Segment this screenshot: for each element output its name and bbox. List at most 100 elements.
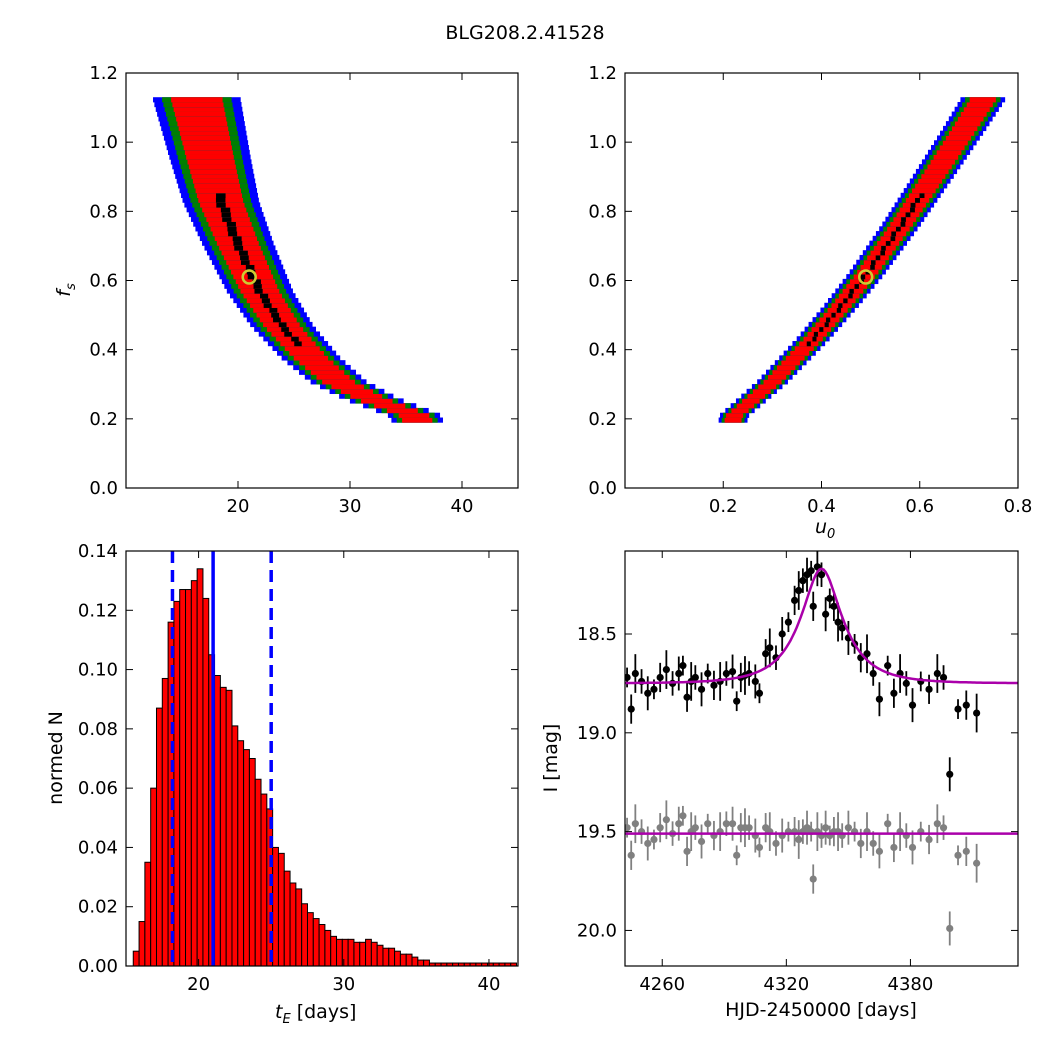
panel2-cell xyxy=(790,350,810,356)
panel2-cell xyxy=(900,221,906,227)
panel1-ytick-label: 0.0 xyxy=(89,478,118,499)
panel2-cell xyxy=(831,312,836,318)
residual-point xyxy=(745,824,753,832)
panel3-xlabel: tE [days] xyxy=(275,1001,356,1027)
data-point xyxy=(822,610,830,618)
histogram-bar xyxy=(190,580,198,967)
residual-point xyxy=(933,820,941,828)
panel2-best-fit-marker xyxy=(857,269,874,285)
data-point xyxy=(675,669,683,678)
residual-point xyxy=(679,812,687,820)
histogram-bar xyxy=(185,589,192,967)
panel2-cell xyxy=(812,336,817,342)
data-point xyxy=(838,624,846,632)
panel1-cell xyxy=(261,297,270,304)
data-point xyxy=(807,567,815,575)
data-point xyxy=(791,596,799,605)
residual-point xyxy=(733,851,741,859)
residual-point xyxy=(875,847,884,855)
panel1-cell xyxy=(191,173,238,179)
figure-title: BLG208.2.41528 xyxy=(445,22,605,44)
histogram-bar xyxy=(347,938,355,967)
data-point xyxy=(762,650,770,658)
data-point xyxy=(826,594,834,603)
panel1-cell xyxy=(227,226,237,232)
panel2-cell xyxy=(870,264,875,270)
panel1-cell xyxy=(215,197,226,203)
panel4-ylabel: I [mag] xyxy=(540,724,562,793)
data-point xyxy=(817,571,826,579)
histogram-bar xyxy=(214,675,221,967)
panel2-cell xyxy=(895,226,901,232)
histogram-bar xyxy=(161,677,169,967)
panel2-cell xyxy=(930,159,955,165)
panel1-cell xyxy=(184,149,233,155)
panel2-cell xyxy=(742,398,760,404)
panel2-cell xyxy=(948,130,975,136)
histogram-bar xyxy=(306,912,314,967)
panel2-cell xyxy=(747,393,766,399)
panel3-ytick-label: 0.10 xyxy=(78,660,118,681)
panel1-cell xyxy=(176,116,227,122)
panel1-cell xyxy=(284,331,292,337)
panel2-cell xyxy=(772,369,791,375)
panel2-cell xyxy=(912,188,936,194)
histogram-bar xyxy=(225,689,233,967)
panel4-ytick-label: 19.0 xyxy=(577,723,617,744)
panel4-xtick-label: 4380 xyxy=(888,974,934,995)
panel1-cell xyxy=(178,125,229,132)
data-point xyxy=(697,685,706,693)
data-point xyxy=(722,669,730,678)
data-point xyxy=(704,669,712,678)
panel1-cell xyxy=(254,288,263,294)
residual-point xyxy=(625,824,631,832)
panel2-xtick-label: 0.4 xyxy=(807,496,836,517)
panel1-cell xyxy=(174,111,226,117)
panel3-ytick-label: 0.04 xyxy=(78,837,118,858)
panel2-cell xyxy=(726,412,744,418)
data-point xyxy=(644,689,652,697)
data-point xyxy=(902,679,910,688)
panel2-cell xyxy=(963,106,990,112)
panel2-cell xyxy=(849,288,854,294)
panel2-cell xyxy=(880,250,886,256)
panel1-ytick-label: 0.4 xyxy=(89,340,118,361)
data-point xyxy=(784,618,793,626)
residual-point xyxy=(722,820,730,828)
data-point xyxy=(691,673,699,682)
histogram-bar xyxy=(196,568,204,967)
residual-point xyxy=(890,843,898,852)
residual-point xyxy=(962,847,970,855)
panel3-ylabel: normed N xyxy=(45,711,67,805)
data-point xyxy=(869,669,877,678)
panel1-xtick-label: 40 xyxy=(451,496,474,517)
panel2-cell xyxy=(838,302,843,308)
panel2-cell xyxy=(776,364,796,371)
panel2-xtick-label: 0.2 xyxy=(709,496,738,517)
panel2-ytick-label: 0.6 xyxy=(588,271,617,292)
data-point xyxy=(954,705,962,713)
panel2-cell xyxy=(736,403,755,409)
panel2-cell xyxy=(966,101,993,108)
panel2-cell xyxy=(919,192,925,199)
panel1-cell xyxy=(299,360,334,366)
panel1-cell xyxy=(340,388,374,395)
panel2-cell xyxy=(881,245,886,251)
panel2-cell xyxy=(927,164,952,170)
panel1-ytick-label: 0.2 xyxy=(89,409,118,430)
residual-point xyxy=(869,839,877,848)
histogram-bar xyxy=(324,929,332,967)
panel2-cell xyxy=(945,135,971,141)
panel1-cell xyxy=(220,207,231,213)
residual-point xyxy=(809,875,817,883)
panel2-cell xyxy=(969,97,996,103)
panel2-cell xyxy=(758,384,777,390)
panel2-cell xyxy=(915,183,939,189)
panel3-ytick-label: 0.00 xyxy=(78,956,118,977)
panel2-cell xyxy=(794,345,814,351)
panel1-cell xyxy=(187,159,235,165)
residual-point xyxy=(650,835,658,844)
residual-point xyxy=(795,835,803,844)
histogram-bar xyxy=(365,938,372,967)
